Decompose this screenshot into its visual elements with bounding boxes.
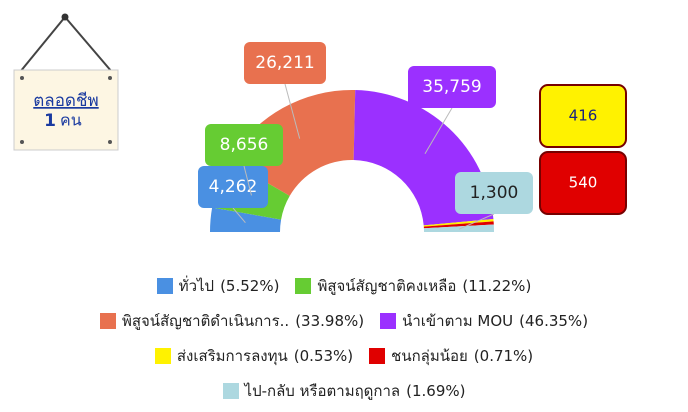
legend-percent: (46.35%) [519, 312, 588, 330]
legend-label: ส่งเสริมการลงทุน [177, 344, 288, 368]
legend-percent: (11.22%) [462, 277, 531, 295]
legend-swatch [369, 348, 385, 364]
legend-item[interactable]: ส่งเสริมการลงทุน (0.53%) [155, 344, 353, 368]
legend-row: ส่งเสริมการลงทุน (0.53%) ชนกลุ่มน้อย (0.71%… [0, 338, 688, 373]
value-label: 540 [569, 174, 598, 192]
legend-label: ทั่วไป [179, 274, 214, 298]
sign-title: ตลอดชีพ [33, 91, 98, 111]
legend-percent: (1.69%) [406, 382, 465, 400]
legend-percent: (0.53%) [294, 347, 353, 365]
sign: ตลอดชีพ 1 คน [14, 14, 118, 151]
legend-row: ทั่วไป (5.52%) พิสูจน์สัญชาติคงเหลือ (11.22… [0, 268, 688, 303]
value-label: 35,759 [422, 77, 481, 97]
value-label: 4,262 [209, 177, 258, 197]
legend-percent: (0.71%) [474, 347, 533, 365]
legend: ทั่วไป (5.52%) พิสูจน์สัญชาติคงเหลือ (11.22… [0, 268, 688, 408]
sign-count: 1 [44, 111, 56, 131]
legend-item[interactable]: ทั่วไป (5.52%) [157, 274, 280, 298]
value-label: 416 [569, 107, 598, 125]
page: ตลอดชีพ 1 คน 4,262 8,656 26,211 35,759 416 54… [0, 0, 688, 412]
legend-item[interactable]: นำเข้าตาม MOU (46.35%) [380, 309, 588, 333]
legend-swatch [380, 313, 396, 329]
legend-swatch [223, 383, 239, 399]
legend-swatch [295, 278, 311, 294]
value-label: 1,300 [470, 183, 519, 203]
legend-label: ไป-กลับ หรือตามฤดูกาล [245, 379, 401, 403]
legend-label: พิสูจน์สัญชาติดำเนินการ.. [122, 309, 289, 333]
legend-label: นำเข้าตาม MOU [402, 309, 513, 333]
legend-swatch [157, 278, 173, 294]
legend-item[interactable]: ไป-กลับ หรือตามฤดูกาล (1.69%) [223, 379, 466, 403]
legend-item[interactable]: พิสูจน์สัญชาติคงเหลือ (11.22%) [295, 274, 531, 298]
chart: ตลอดชีพ 1 คน 4,262 8,656 26,211 35,759 416 54… [0, 0, 688, 260]
value-label: 8,656 [220, 135, 269, 155]
legend-swatch [155, 348, 171, 364]
legend-row: ไป-กลับ หรือตามฤดูกาล (1.69%) [0, 373, 688, 408]
legend-item[interactable]: ชนกลุ่มน้อย (0.71%) [369, 344, 533, 368]
legend-percent: (5.52%) [220, 277, 279, 295]
legend-percent: (33.98%) [295, 312, 364, 330]
sign-unit: คน [60, 111, 82, 130]
legend-swatch [100, 313, 116, 329]
legend-label: พิสูจน์สัญชาติคงเหลือ [317, 274, 456, 298]
legend-row: พิสูจน์สัญชาติดำเนินการ.. (33.98%) นำเข้าต… [0, 303, 688, 338]
legend-item[interactable]: พิสูจน์สัญชาติดำเนินการ.. (33.98%) [100, 309, 364, 333]
legend-label: ชนกลุ่มน้อย [391, 344, 468, 368]
value-label: 26,211 [255, 53, 314, 73]
